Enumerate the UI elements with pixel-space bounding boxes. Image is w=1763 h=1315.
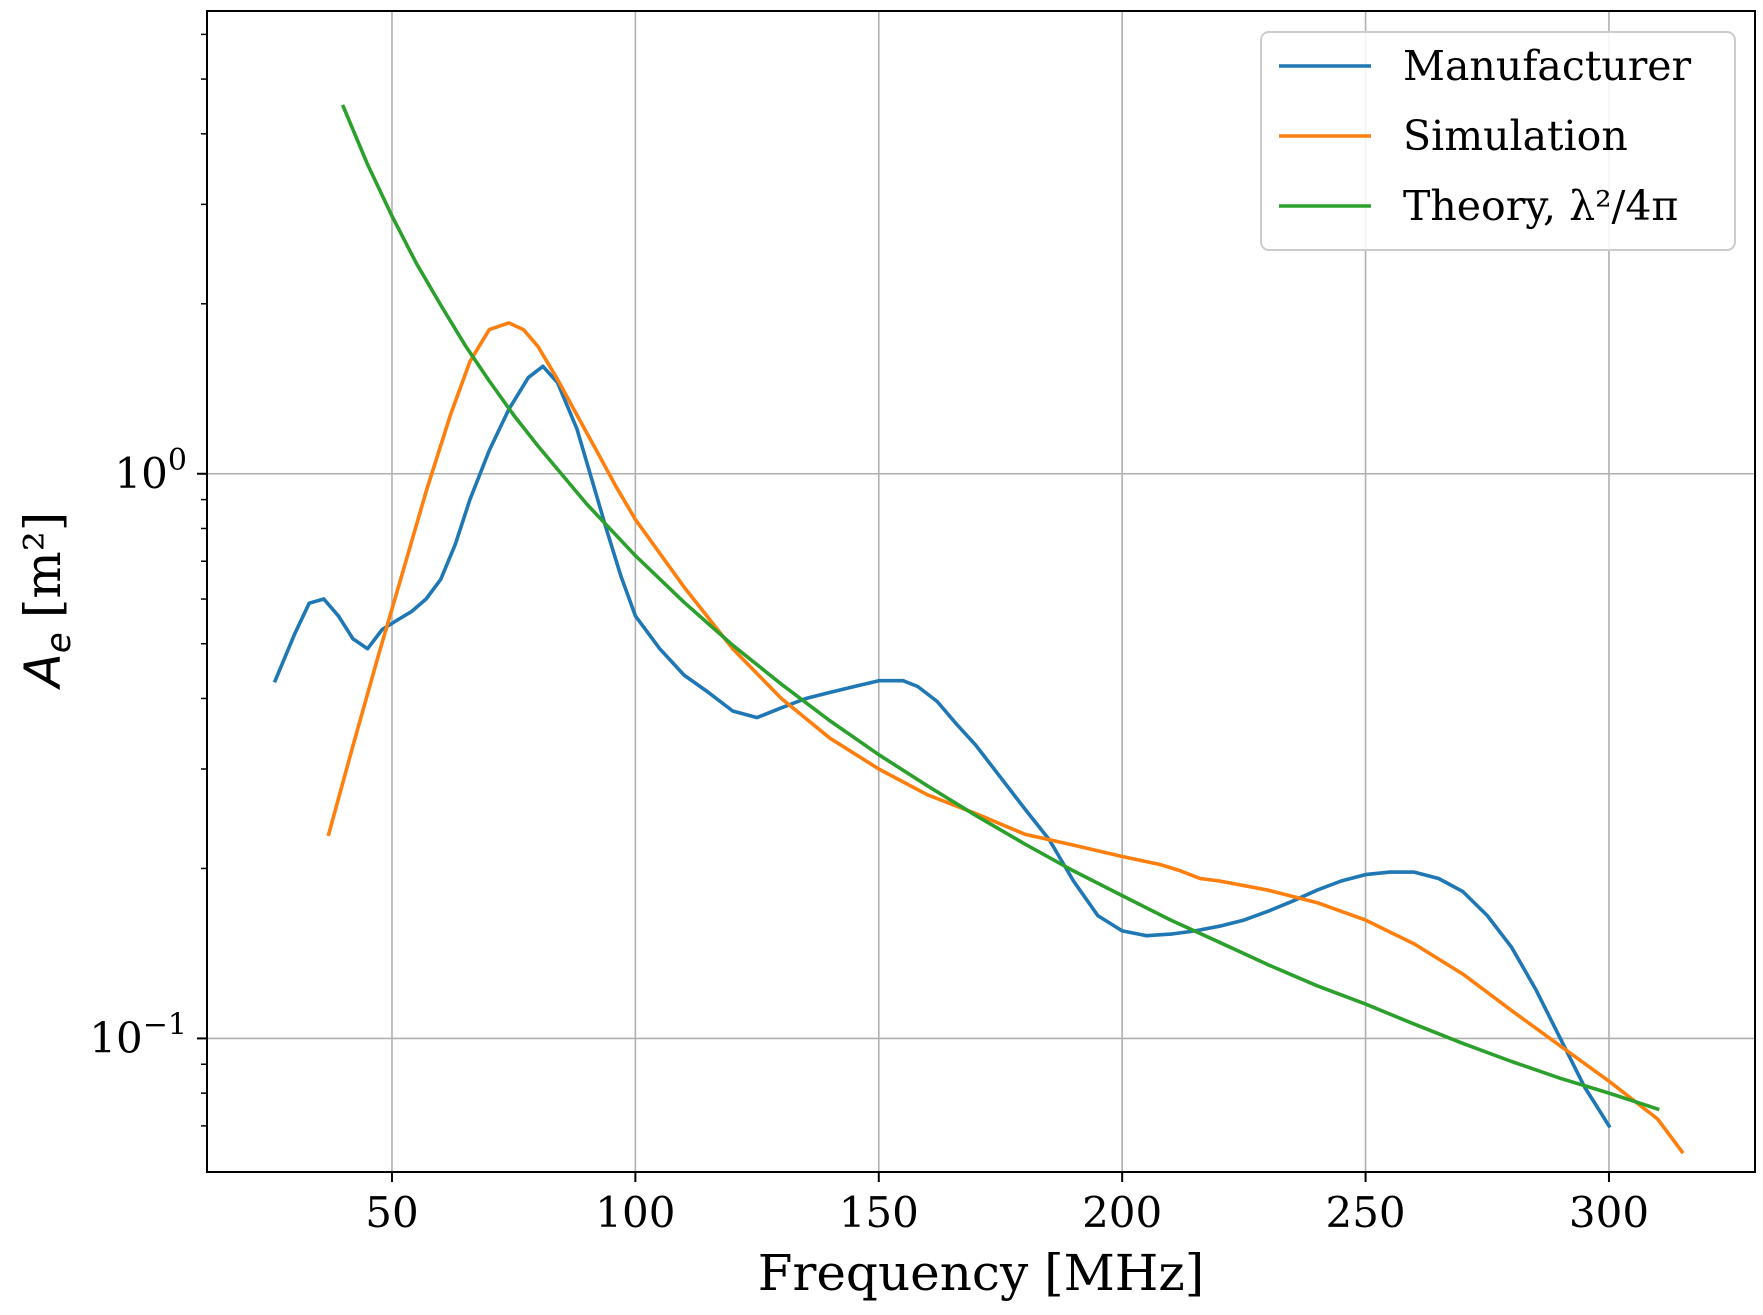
x-tick-label: 150 <box>839 1188 919 1237</box>
series-line-manufacturer <box>272 364 1612 1129</box>
plot-frame <box>206 10 1756 1173</box>
y-tick-label: 100 <box>114 443 187 498</box>
x-tick-label: 300 <box>1569 1188 1649 1237</box>
y-axis-unit: [m²] <box>14 512 72 618</box>
y-tick-label: 10−1 <box>89 1007 187 1062</box>
legend-label: Theory, λ²/4π <box>1403 182 1678 230</box>
x-tick-label: 250 <box>1325 1188 1405 1237</box>
legend: Manufacturer Simulation Theory, λ²/4π <box>1260 31 1736 251</box>
series-line-theory <box>340 104 1660 1112</box>
legend-label: Simulation <box>1403 112 1628 160</box>
y-axis-symbol: A <box>14 653 72 690</box>
x-tick-label: 50 <box>365 1188 418 1237</box>
y-axis-subscript: e <box>39 632 79 653</box>
axis-ticks: 50 100 150 200 250 300 100 10−1 <box>89 33 1649 1237</box>
series-line-simulation <box>326 321 1685 1155</box>
legend-item: Simulation <box>1279 112 1628 160</box>
legend-box <box>1260 31 1736 251</box>
legend-item: Theory, λ²/4π <box>1279 182 1678 230</box>
x-axis-title: Frequency [MHz] <box>758 1244 1204 1302</box>
x-tick-label: 200 <box>1082 1188 1162 1237</box>
y-axis-title: Ae [m²] <box>14 512 79 691</box>
legend-label: Manufacturer <box>1403 42 1692 90</box>
plot-area <box>272 104 1685 1155</box>
svg-text:Ae[m²]: Ae [m²] <box>14 512 79 691</box>
legend-item: Manufacturer <box>1279 42 1692 90</box>
x-tick-label: 100 <box>595 1188 675 1237</box>
